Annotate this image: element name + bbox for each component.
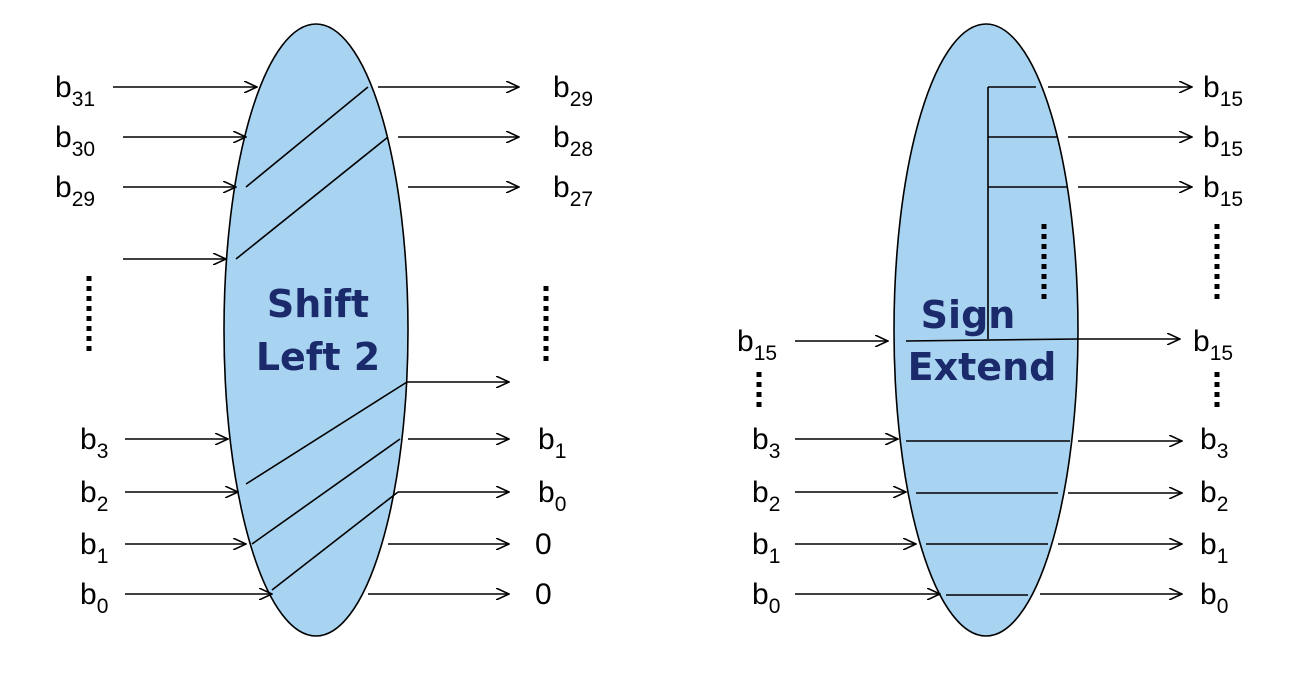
sign-input-label: b2 <box>752 476 780 516</box>
shift-wire <box>245 86 369 188</box>
shift-input-label: b1 <box>80 528 108 568</box>
sign-output-label: b1 <box>1200 528 1228 568</box>
shift-left-block: Shift Left 2 b31 b30 b29 b3 b2 b1 b0 b29… <box>55 23 593 637</box>
shift-input-label: b0 <box>80 578 108 618</box>
shift-input-label: b2 <box>80 476 108 516</box>
shift-output-label: b1 <box>538 423 566 463</box>
shift-output-label: b27 <box>553 171 593 211</box>
shift-title-line2: Left 2 <box>256 335 380 379</box>
shift-input-label: b31 <box>55 71 95 111</box>
sign-wire <box>905 338 1079 342</box>
sign-input-label: b1 <box>752 528 780 568</box>
sign-output-label: b15 <box>1193 325 1233 365</box>
shift-wire <box>245 381 408 485</box>
sign-input-label: b3 <box>752 423 780 463</box>
shift-input-label: b3 <box>80 423 108 463</box>
sign-input-label: b0 <box>752 578 780 618</box>
sign-title-line1: Sign <box>921 293 1016 337</box>
shift-output-label: b28 <box>553 121 593 161</box>
shift-input-label: b30 <box>55 121 95 161</box>
shift-wire <box>251 438 401 545</box>
shift-output-label: 0 <box>535 528 552 561</box>
sign-extend-ellipse <box>893 23 1079 637</box>
sign-output-label: b3 <box>1200 423 1228 463</box>
sign-extend-block: Sign Extend b15 b3 b2 b1 b0 b15 b15 b15 … <box>737 23 1243 637</box>
shift-output-label: 0 <box>535 578 552 611</box>
shift-wire <box>271 491 399 591</box>
sign-output-label: b15 <box>1203 171 1243 211</box>
shift-input-label: b29 <box>55 171 95 211</box>
shift-wire <box>235 136 389 260</box>
sign-output-label: b2 <box>1200 476 1228 516</box>
sign-title-line2: Extend <box>908 345 1057 389</box>
shift-title-line1: Shift <box>267 282 369 326</box>
sign-input-label: b15 <box>737 325 777 365</box>
sign-output-label: b0 <box>1200 578 1228 618</box>
sign-output-label: b15 <box>1203 121 1243 161</box>
shift-output-label: b0 <box>538 476 566 516</box>
shift-left-ellipse <box>223 23 409 637</box>
shift-output-label: b29 <box>553 71 593 111</box>
sign-output-label: b15 <box>1203 71 1243 111</box>
